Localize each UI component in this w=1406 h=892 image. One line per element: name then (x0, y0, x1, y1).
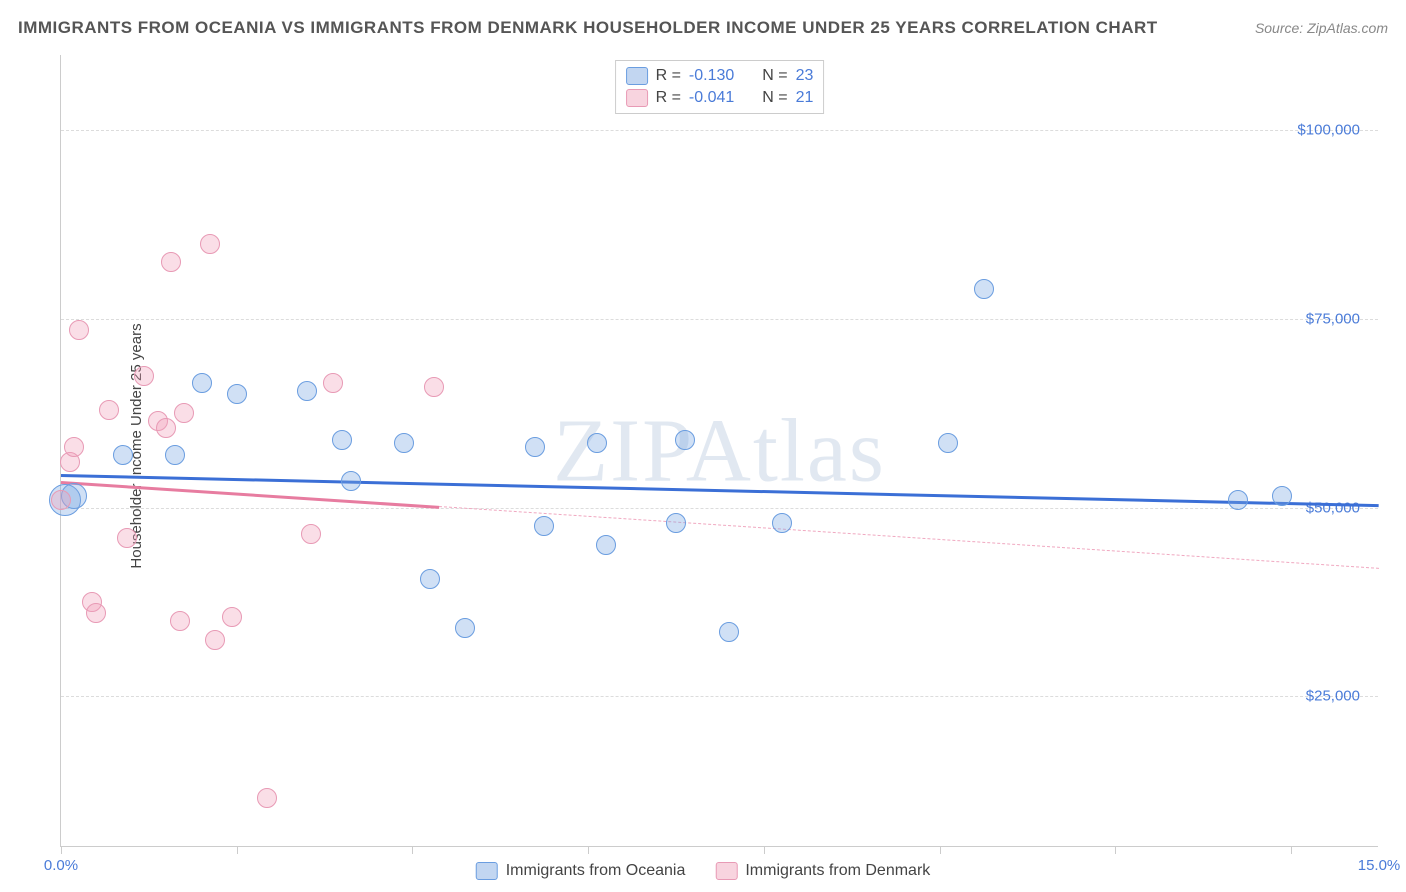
x-tick (412, 846, 413, 854)
gridline (61, 319, 1378, 320)
data-point (525, 437, 545, 457)
data-point (332, 430, 352, 450)
chart-plot-area: ZIPAtlas R = -0.130N = 23R = -0.041N = 2… (60, 55, 1378, 847)
legend-r-value: -0.041 (689, 89, 734, 107)
legend-stats-row: R = -0.041 N = 21 (626, 87, 814, 109)
y-tick-label: $75,000 (1306, 311, 1360, 328)
data-point (165, 445, 185, 465)
data-point (675, 430, 695, 450)
legend-stats-row: R = -0.130 N = 23 (626, 65, 814, 87)
regression-line (61, 474, 1379, 507)
data-point (1272, 486, 1292, 506)
data-point (192, 373, 212, 393)
data-point (134, 366, 154, 386)
data-point (666, 513, 686, 533)
data-point (394, 433, 414, 453)
data-point (69, 320, 89, 340)
data-point (99, 400, 119, 420)
y-tick-label: $50,000 (1306, 499, 1360, 516)
x-tick-label-min: 0.0% (44, 857, 78, 874)
data-point (174, 403, 194, 423)
data-point (587, 433, 607, 453)
legend-stats-box: R = -0.130 N = 23 R = -0.041 N = 21 (615, 60, 825, 114)
chart-title: IMMIGRANTS FROM OCEANIA VS IMMIGRANTS FR… (18, 18, 1158, 38)
legend-series-item: Immigrants from Denmark (715, 862, 930, 880)
data-point (170, 611, 190, 631)
legend-n-label: N = (762, 89, 787, 107)
x-tick (588, 846, 589, 854)
data-point (64, 437, 84, 457)
data-point (161, 252, 181, 272)
x-tick (1291, 846, 1292, 854)
legend-swatch (476, 862, 498, 880)
legend-r-label: R = (656, 67, 681, 85)
data-point (227, 384, 247, 404)
data-point (534, 516, 554, 536)
legend-series-label: Immigrants from Denmark (745, 862, 930, 880)
legend-r-value: -0.130 (689, 67, 734, 85)
legend-n-label: N = (762, 67, 787, 85)
legend-series: Immigrants from Oceania Immigrants from D… (476, 862, 931, 880)
data-point (323, 373, 343, 393)
data-point (297, 381, 317, 401)
data-point (156, 418, 176, 438)
legend-r-label: R = (656, 89, 681, 107)
gridline (61, 696, 1378, 697)
data-point (200, 234, 220, 254)
data-point (113, 445, 133, 465)
data-point (51, 490, 71, 510)
data-point (596, 535, 616, 555)
legend-swatch (626, 89, 648, 107)
data-point (301, 524, 321, 544)
legend-n-value: 21 (796, 89, 814, 107)
gridline (61, 130, 1378, 131)
source-credit: Source: ZipAtlas.com (1255, 20, 1388, 36)
data-point (420, 569, 440, 589)
data-point (974, 279, 994, 299)
data-point (222, 607, 242, 627)
data-point (86, 603, 106, 623)
data-point (205, 630, 225, 650)
regression-line (61, 481, 439, 508)
data-point (257, 788, 277, 808)
y-tick-label: $100,000 (1297, 122, 1360, 139)
x-tick-label-max: 15.0% (1358, 857, 1401, 874)
gridline (61, 508, 1378, 509)
legend-swatch (715, 862, 737, 880)
x-tick (237, 846, 238, 854)
data-point (117, 528, 137, 548)
x-tick (940, 846, 941, 854)
data-point (719, 622, 739, 642)
legend-n-value: 23 (796, 67, 814, 85)
legend-series-label: Immigrants from Oceania (506, 862, 686, 880)
legend-series-item: Immigrants from Oceania (476, 862, 686, 880)
data-point (772, 513, 792, 533)
data-point (424, 377, 444, 397)
regression-line (439, 506, 1379, 569)
legend-swatch (626, 67, 648, 85)
y-tick-label: $25,000 (1306, 688, 1360, 705)
x-tick (764, 846, 765, 854)
data-point (455, 618, 475, 638)
data-point (341, 471, 361, 491)
x-tick (1115, 846, 1116, 854)
data-point (1228, 490, 1248, 510)
data-point (938, 433, 958, 453)
x-tick (61, 846, 62, 854)
